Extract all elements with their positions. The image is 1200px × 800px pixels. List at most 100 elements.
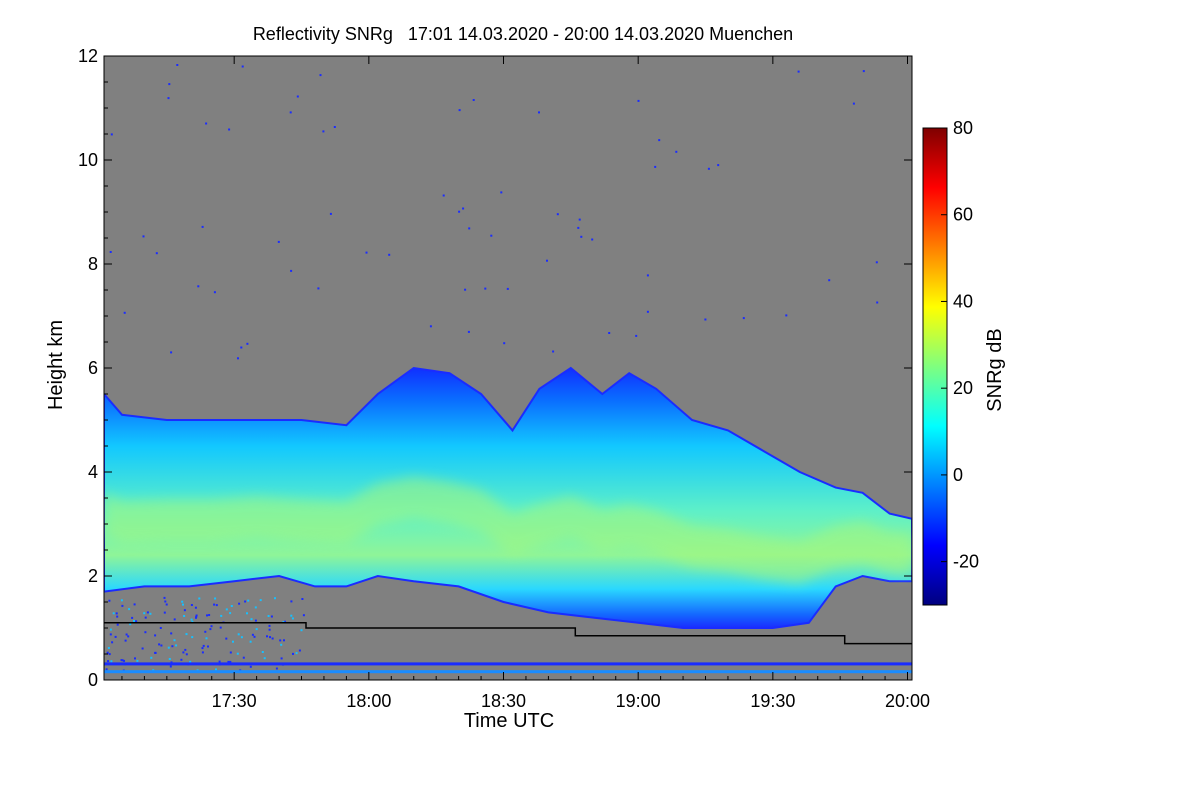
noise-speckle: [296, 95, 299, 98]
noise-speckle: [580, 235, 583, 238]
x-tick-label: 17:30: [212, 691, 257, 711]
clutter-speckle: [109, 628, 112, 631]
clutter-speckle: [144, 631, 147, 634]
noise-speckle: [329, 212, 332, 215]
noise-speckle: [228, 128, 231, 131]
clutter-speckle: [240, 636, 243, 639]
colorbar-tick-label: 40: [953, 291, 973, 311]
noise-speckle: [646, 310, 649, 313]
clutter-speckle: [164, 600, 167, 603]
clutter-speckle: [173, 618, 176, 621]
noise-speckle: [319, 74, 322, 77]
clutter-speckle: [205, 637, 208, 640]
colorbar-tick-label: -20: [953, 552, 979, 572]
colorbar-tick-label: 20: [953, 378, 973, 398]
clutter-speckle: [236, 652, 239, 655]
noise-speckle: [201, 225, 204, 228]
clutter-speckle: [190, 604, 193, 606]
noise-speckle: [289, 111, 292, 114]
clutter-speckle: [208, 614, 211, 616]
clutter-speckle: [183, 615, 186, 617]
clutter-speckle: [210, 625, 213, 628]
noise-speckle: [503, 342, 506, 345]
colorbar-tick-label: 60: [953, 205, 973, 225]
clutter-speckle: [225, 608, 228, 611]
clutter-speckle: [112, 612, 115, 615]
noise-speckle: [862, 70, 865, 73]
clutter-speckle: [209, 628, 212, 631]
y-tick-label: 6: [88, 358, 98, 378]
y-tick-label: 8: [88, 254, 98, 274]
surface-band: [104, 670, 912, 674]
clutter-speckle: [146, 611, 149, 614]
clutter-speckle: [267, 615, 270, 617]
noise-speckle: [646, 274, 649, 277]
noise-speckle: [205, 122, 208, 125]
noise-speckle: [197, 285, 200, 288]
noise-speckle: [538, 111, 540, 114]
clutter-speckle: [295, 652, 298, 655]
colorbar-title: SNRg dB: [984, 328, 1006, 411]
colorbar-tick-label: 80: [953, 118, 973, 138]
noise-speckle: [442, 194, 445, 197]
clutter-speckle: [190, 618, 193, 621]
clutter-speckle: [255, 628, 258, 631]
clutter-speckle: [120, 599, 123, 602]
clutter-speckle: [238, 602, 241, 605]
clutter-speckle: [150, 656, 153, 659]
clutter-speckle: [143, 612, 146, 615]
clutter-speckle: [109, 633, 112, 636]
clutter-speckle: [249, 640, 252, 643]
clutter-speckle: [106, 651, 109, 654]
noise-speckle: [707, 167, 710, 170]
clutter-speckle: [111, 641, 114, 644]
clutter-speckle: [292, 652, 294, 655]
colorbar-tick-label: 0: [953, 465, 963, 485]
clutter-speckle: [268, 624, 271, 627]
noise-speckle: [429, 325, 432, 328]
clutter-speckle: [114, 635, 117, 638]
clutter-speckle: [229, 660, 232, 663]
clutter-speckle: [195, 614, 198, 617]
clutter-speckle: [254, 606, 257, 609]
clutter-speckle: [169, 665, 172, 668]
noise-speckle: [785, 314, 788, 317]
clutter-speckle: [160, 644, 163, 647]
noise-speckle: [168, 83, 171, 86]
clutter-speckle: [149, 612, 152, 615]
clutter-speckle: [163, 596, 166, 599]
noise-speckle: [142, 235, 145, 238]
clutter-speckle: [232, 640, 234, 643]
y-tick-label: 12: [78, 46, 98, 66]
clutter-speckle: [290, 600, 293, 603]
clutter-speckle: [219, 626, 222, 629]
clutter-speckle: [198, 597, 201, 600]
noise-speckle: [876, 301, 879, 304]
clutter-speckle: [135, 620, 138, 623]
noise-speckle: [472, 99, 475, 101]
clutter-speckle: [182, 603, 184, 606]
noise-speckle: [213, 291, 216, 294]
clutter-speckle: [254, 619, 257, 622]
noise-speckle: [241, 65, 244, 68]
colorbar-ramp: [922, 127, 948, 606]
noise-speckle: [675, 150, 678, 153]
noise-speckle: [654, 165, 657, 168]
clutter-speckle: [250, 618, 253, 621]
noise-speckle: [717, 164, 720, 167]
clutter-speckle: [182, 651, 185, 654]
noise-speckle: [577, 226, 580, 229]
clutter-speckle: [136, 659, 139, 662]
clutter-speckle: [275, 667, 278, 670]
clutter-speckle: [185, 653, 188, 656]
clutter-speckle: [201, 647, 204, 650]
noise-speckle: [467, 330, 470, 333]
x-tick-label: 18:00: [346, 691, 391, 711]
clutter-speckle: [301, 598, 304, 600]
noise-speckle: [290, 269, 293, 272]
noise-speckle: [556, 213, 559, 216]
clutter-speckle: [131, 616, 134, 619]
noise-speckle: [322, 130, 325, 133]
clutter-speckle: [213, 603, 216, 606]
